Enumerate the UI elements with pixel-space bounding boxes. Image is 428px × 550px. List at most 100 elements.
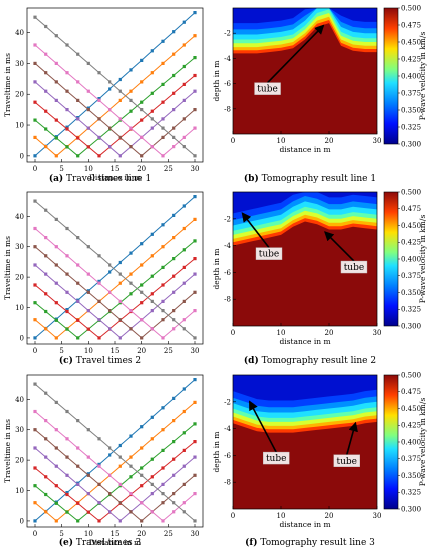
series-point-8 bbox=[86, 428, 90, 432]
series-point-4 bbox=[44, 292, 48, 296]
series-line-5 bbox=[34, 264, 196, 339]
series-point-1 bbox=[161, 406, 165, 410]
series-point-5 bbox=[54, 98, 58, 102]
colorbar-tick-label: 0.375 bbox=[401, 89, 421, 97]
series-point-8 bbox=[182, 510, 186, 514]
series-point-5 bbox=[118, 154, 122, 158]
series-point-3 bbox=[54, 501, 58, 505]
series-point-6 bbox=[129, 327, 133, 331]
series-point-1 bbox=[33, 519, 37, 523]
y-tick-label: -6 bbox=[224, 80, 231, 88]
series-point-2 bbox=[161, 61, 165, 65]
series-point-6 bbox=[54, 80, 58, 84]
series-line-2 bbox=[34, 402, 196, 522]
series-point-8 bbox=[172, 135, 176, 139]
colorbar-gradient bbox=[383, 7, 399, 145]
colorbar-gradient bbox=[383, 191, 399, 327]
series-line-3 bbox=[34, 57, 196, 157]
series-point-7 bbox=[54, 428, 58, 432]
series-point-5 bbox=[97, 135, 101, 139]
x-tick-label: 30 bbox=[373, 329, 382, 337]
x-tick-label: 15 bbox=[111, 347, 120, 355]
series-point-5 bbox=[33, 80, 37, 84]
series-point-3 bbox=[161, 265, 165, 269]
colorbar-tick-label: 0.425 bbox=[401, 239, 421, 247]
caption-d: (d) Tomography result line 2 bbox=[244, 355, 376, 366]
plot-frame bbox=[232, 191, 378, 327]
series-point-2 bbox=[140, 80, 144, 84]
series-point-3 bbox=[161, 448, 165, 452]
series-point-2 bbox=[161, 428, 165, 432]
line-chart-c: 0 5 10 15 20 25 30 0 10 20 30 40 Traveltime in ms bbox=[3, 191, 204, 355]
series-point-2 bbox=[150, 254, 154, 258]
series-point-5 bbox=[193, 455, 197, 459]
series-point-2 bbox=[33, 318, 37, 322]
series-point-5 bbox=[118, 519, 122, 523]
colorbar-tick-label: 0.325 bbox=[401, 306, 421, 314]
y-tick-label: 0 bbox=[20, 517, 24, 525]
series-point-8 bbox=[44, 208, 48, 212]
series-point-5 bbox=[108, 327, 112, 331]
y-tick-label: -2 bbox=[224, 30, 231, 38]
series-point-4 bbox=[172, 457, 176, 461]
series-point-6 bbox=[161, 135, 165, 139]
series-point-7 bbox=[65, 254, 69, 258]
series-point-1 bbox=[182, 20, 186, 24]
series-point-1 bbox=[129, 251, 133, 255]
series-point-2 bbox=[140, 446, 144, 450]
series-point-5 bbox=[33, 263, 37, 267]
y-axis-label: Traveltime in ms bbox=[3, 236, 12, 300]
series-point-1 bbox=[65, 125, 69, 129]
series-point-4 bbox=[182, 448, 186, 452]
series-point-3 bbox=[54, 318, 58, 322]
colorbar-tick-label: 0.400 bbox=[401, 255, 421, 263]
series-line-2 bbox=[34, 35, 196, 157]
series-point-5 bbox=[97, 318, 101, 322]
series-point-4 bbox=[65, 309, 69, 314]
series-point-1 bbox=[172, 396, 176, 400]
series-point-1 bbox=[182, 387, 186, 391]
y-tick-label: -6 bbox=[224, 452, 231, 460]
series-point-4 bbox=[172, 91, 176, 95]
series-point-2 bbox=[33, 135, 37, 139]
series-point-5 bbox=[150, 492, 154, 496]
series-point-8 bbox=[129, 281, 133, 285]
series-point-7 bbox=[108, 290, 112, 294]
series-point-4 bbox=[86, 145, 90, 149]
series-point-5 bbox=[108, 145, 112, 149]
series-point-1 bbox=[65, 308, 69, 312]
series-point-2 bbox=[193, 217, 197, 221]
series-point-6 bbox=[172, 126, 176, 130]
series-point-2 bbox=[193, 400, 197, 404]
heatmap-d: 0 10 20 30 -2 -4 -6 -8 distance in m depth in m tu… bbox=[212, 191, 382, 346]
series-point-1 bbox=[118, 77, 122, 82]
series-point-8 bbox=[161, 126, 165, 130]
x-tick-label: 0 bbox=[33, 347, 37, 355]
series-point-5 bbox=[44, 455, 48, 459]
series-point-6 bbox=[182, 117, 186, 121]
series-line-5 bbox=[34, 81, 196, 157]
series-point-4 bbox=[33, 466, 37, 470]
heatmap-b: 0 10 20 30 -2 -4 -6 -8 distance in m depth in m tu… bbox=[212, 7, 381, 154]
y-tick-label: 20 bbox=[15, 91, 24, 99]
colorbar-b: 0.500 0.475 0.450 0.425 0.400 0.375 0.350 0.325… bbox=[383, 4, 427, 148]
caption-c: (c) Travel times 2 bbox=[59, 355, 141, 366]
series-point-3 bbox=[150, 91, 154, 95]
series-point-3 bbox=[193, 56, 197, 60]
series-point-8 bbox=[140, 473, 144, 477]
series-point-8 bbox=[76, 236, 80, 240]
series-point-6 bbox=[140, 154, 144, 158]
series-point-8 bbox=[150, 299, 154, 303]
series-point-3 bbox=[76, 154, 80, 158]
series-point-6 bbox=[65, 89, 69, 93]
y-tick-label: 40 bbox=[15, 29, 24, 37]
line-chart-a: 0 5 10 15 20 25 30 0 10 20 30 40 Distance in m Travel… bbox=[3, 7, 204, 182]
series-point-7 bbox=[193, 492, 197, 496]
series-point-2 bbox=[172, 419, 176, 423]
series-point-3 bbox=[140, 283, 144, 287]
series-point-3 bbox=[150, 457, 154, 461]
y-tick-label: 40 bbox=[15, 213, 24, 221]
series-point-6 bbox=[172, 309, 176, 313]
series-point-7 bbox=[129, 126, 133, 130]
series-point-6 bbox=[108, 126, 112, 130]
